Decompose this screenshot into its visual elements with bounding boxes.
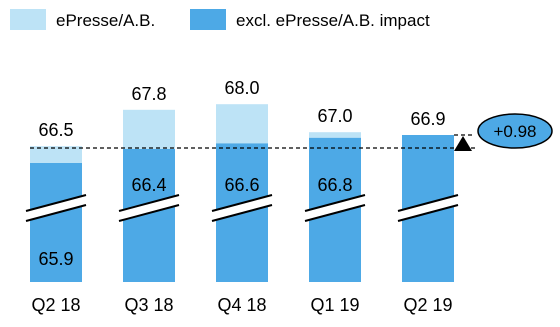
segment-label-1: 66.4 xyxy=(131,175,166,195)
axis-break-line-top-3 xyxy=(304,194,366,212)
axis-break-line-top-4 xyxy=(397,194,459,212)
category-label-2: Q4 18 xyxy=(217,295,266,315)
axis-break-gap-0 xyxy=(26,195,86,221)
axis-break-line-bottom-3 xyxy=(304,204,366,222)
labels-layer: 66.5 65.9 Q2 18 67.8 66.4 Q3 18 68.0 66.6 Q4 18 6… xyxy=(31,78,452,315)
axis-break-line-bottom-1 xyxy=(118,204,180,222)
bar-epresse-3 xyxy=(309,132,361,138)
bar-epresse-2 xyxy=(216,104,268,144)
legend-label-0: ePresse/A.B. xyxy=(56,11,155,30)
category-label-3: Q1 19 xyxy=(310,295,359,315)
bar-epresse-1 xyxy=(123,109,175,149)
legend-swatch-0 xyxy=(10,9,46,30)
total-label-0: 66.5 xyxy=(38,120,73,140)
legend-label-1: excl. ePresse/A.B. impact xyxy=(236,11,430,30)
category-label-4: Q2 19 xyxy=(403,295,452,315)
axis-break-gap-4 xyxy=(398,195,458,221)
axis-break-line-bottom-2 xyxy=(211,204,273,222)
total-label-2: 68.0 xyxy=(224,78,259,98)
bars-layer xyxy=(25,104,459,282)
axis-break-gap-3 xyxy=(305,195,365,221)
bar-epresse-0 xyxy=(30,146,82,163)
total-label-3: 67.0 xyxy=(317,106,352,126)
category-label-1: Q3 18 xyxy=(124,295,173,315)
increase-arrow-head xyxy=(454,136,472,151)
axis-break-line-bottom-0 xyxy=(25,204,87,222)
total-label-1: 67.8 xyxy=(131,84,166,104)
segment-label-2: 66.6 xyxy=(224,175,259,195)
axis-break-line-top-1 xyxy=(118,194,180,212)
segment-label-0: 65.9 xyxy=(38,249,73,269)
delta-bubble xyxy=(477,113,553,149)
axis-break-line-top-0 xyxy=(25,194,87,212)
segment-label-3: 66.8 xyxy=(317,175,352,195)
bar-excl-0 xyxy=(30,163,82,282)
legend: ePresse/A.B. excl. ePresse/A.B. impact xyxy=(10,9,430,30)
axis-break-line-top-2 xyxy=(211,194,273,212)
annotation-layer: +0.98 xyxy=(30,113,553,151)
total-label-4: 66.9 xyxy=(410,109,445,129)
category-label-0: Q2 18 xyxy=(31,295,80,315)
axis-break-gap-2 xyxy=(212,195,272,221)
delta-label: +0.98 xyxy=(493,122,536,141)
axis-break-line-bottom-4 xyxy=(397,204,459,222)
axis-break-gap-1 xyxy=(119,195,179,221)
legend-swatch-1 xyxy=(190,9,226,30)
